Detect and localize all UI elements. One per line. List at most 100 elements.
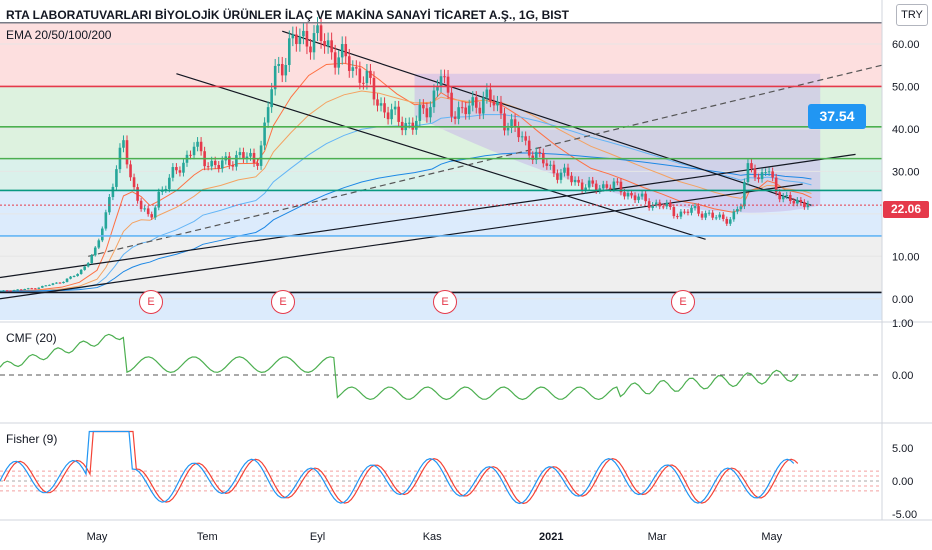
candle-body xyxy=(115,169,118,187)
candle-body xyxy=(249,152,252,157)
candle-body xyxy=(280,63,284,76)
candle-body xyxy=(806,203,810,208)
candle-body xyxy=(425,108,429,118)
last-price-label: 22.06 xyxy=(883,201,929,218)
candle-body xyxy=(580,182,584,190)
candle-body xyxy=(623,192,626,197)
ema-legend[interactable]: EMA 20/50/100/200 xyxy=(6,28,112,42)
time-tick: 2021 xyxy=(539,531,563,543)
candle-body xyxy=(672,207,676,217)
cmf-line xyxy=(0,333,799,401)
candle-body xyxy=(492,101,496,106)
price-callout[interactable]: 37.54 xyxy=(808,104,866,129)
candle-body xyxy=(379,103,383,106)
candle-body xyxy=(210,160,213,167)
symbol-title: RTA LABORATUVARLARI BİYOLOJİK ÜRÜNLER İL… xyxy=(6,8,569,22)
candle-body xyxy=(284,64,288,76)
earnings-marker[interactable]: E xyxy=(271,290,295,314)
candle-body xyxy=(436,86,439,91)
candle-body xyxy=(86,263,90,267)
candle-body xyxy=(33,288,37,290)
candle-body xyxy=(573,179,577,183)
trend-lines xyxy=(0,30,883,300)
candle-body xyxy=(189,154,192,156)
candle-body xyxy=(658,202,662,207)
candle-body xyxy=(220,160,224,169)
candle-body xyxy=(711,212,714,218)
candle-body xyxy=(552,164,556,174)
candle-body xyxy=(259,145,263,166)
candle-body xyxy=(482,97,485,114)
candle-body xyxy=(418,104,422,121)
earnings-marker[interactable]: E xyxy=(671,290,695,314)
candle-body xyxy=(527,140,531,156)
candle-body xyxy=(171,167,175,178)
candle-body xyxy=(676,216,679,218)
time-tick: Kas xyxy=(423,531,442,543)
candle-body xyxy=(369,70,372,78)
fisher-tick: 5.00 xyxy=(892,443,913,455)
candle-body xyxy=(44,285,48,287)
candle-body xyxy=(679,211,683,217)
candle-body xyxy=(545,163,549,166)
candle-body xyxy=(16,289,19,291)
candle-body xyxy=(612,181,616,189)
candle-body xyxy=(785,195,789,197)
candle-body xyxy=(330,40,333,53)
candle-body xyxy=(266,107,270,123)
time-tick: May xyxy=(761,531,782,543)
candle-body xyxy=(175,167,178,171)
candle-body xyxy=(506,127,510,131)
candle-body xyxy=(520,136,524,138)
candle-body xyxy=(19,289,23,291)
candle-body xyxy=(309,46,312,53)
candle-body xyxy=(90,255,94,264)
candle-body xyxy=(707,212,711,214)
ema-line xyxy=(0,152,812,292)
candle-body xyxy=(725,218,729,224)
candle-body xyxy=(316,25,319,34)
time-tick: Tem xyxy=(197,531,218,543)
candle-body xyxy=(665,202,669,207)
candle-body xyxy=(764,172,767,174)
candle-body xyxy=(319,25,323,41)
candle-body xyxy=(298,36,302,45)
candle-body xyxy=(125,140,129,165)
candle-body xyxy=(386,112,390,120)
candle-body xyxy=(228,156,231,166)
candle-body xyxy=(132,177,136,188)
candle-body xyxy=(393,106,397,110)
candle-body xyxy=(9,290,12,292)
candle-body xyxy=(358,68,362,83)
candle-body xyxy=(640,193,644,197)
fisher-legend[interactable]: Fisher (9) xyxy=(6,432,58,446)
candle-body xyxy=(344,44,348,57)
currency-badge[interactable]: TRY xyxy=(896,4,928,26)
earnings-marker[interactable]: E xyxy=(139,290,163,314)
candle-body xyxy=(347,56,351,71)
candle-body xyxy=(718,214,722,218)
trend-line xyxy=(282,30,812,206)
candle-body xyxy=(2,290,5,292)
candle-body xyxy=(474,97,478,108)
candle-body xyxy=(467,105,471,115)
candle-body xyxy=(803,202,806,208)
candle-body xyxy=(390,109,393,120)
candle-body xyxy=(196,141,199,147)
price-tick: 40.00 xyxy=(892,124,920,136)
candle-body xyxy=(182,162,185,173)
ema-line xyxy=(0,90,812,292)
candle-body xyxy=(72,275,76,277)
cmf-legend[interactable]: CMF (20) xyxy=(6,331,57,345)
candle-body xyxy=(291,34,295,39)
candle-body xyxy=(531,155,535,160)
candle-body xyxy=(217,165,221,169)
earnings-marker[interactable]: E xyxy=(433,290,457,314)
candle-body xyxy=(478,107,482,114)
fisher-tick: -5.00 xyxy=(892,509,917,521)
price-tick: 60.00 xyxy=(892,39,920,51)
candle-body xyxy=(0,290,2,292)
candle-body xyxy=(517,126,520,138)
